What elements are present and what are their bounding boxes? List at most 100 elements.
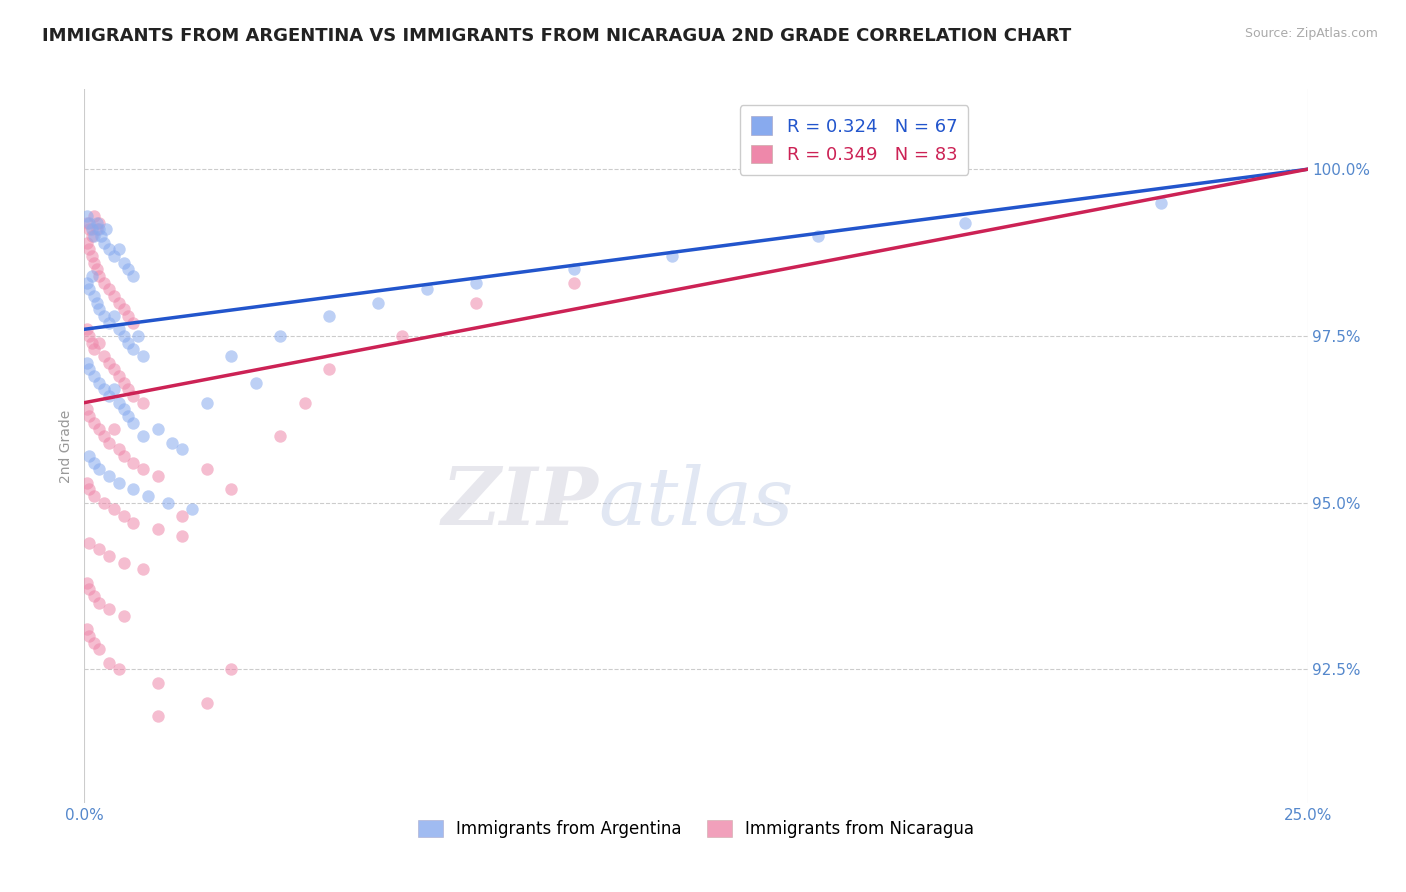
Point: [87, 335, 110, 350]
Point: [96, 222, 118, 236]
Point: [77, 216, 100, 230]
Point: [146, 469, 169, 483]
Point: [953, 216, 976, 230]
Point: [87, 422, 110, 436]
Point: [76, 402, 98, 417]
Point: [107, 242, 129, 256]
Point: [219, 349, 242, 363]
Point: [416, 282, 439, 296]
Point: [269, 329, 291, 343]
Point: [97, 656, 120, 670]
Point: [103, 382, 125, 396]
Point: [391, 329, 413, 343]
Point: [83, 456, 105, 470]
Point: [97, 469, 120, 483]
Point: [77, 483, 100, 497]
Point: [97, 389, 120, 403]
Point: [112, 376, 135, 390]
Point: [112, 302, 135, 317]
Point: [93, 382, 115, 396]
Point: [83, 489, 105, 503]
Point: [245, 376, 267, 390]
Point: [103, 362, 125, 376]
Text: Source: ZipAtlas.com: Source: ZipAtlas.com: [1244, 27, 1378, 40]
Point: [97, 356, 120, 370]
Point: [76, 235, 98, 250]
Point: [562, 276, 585, 290]
Point: [93, 309, 115, 323]
Point: [172, 442, 194, 457]
Point: [156, 496, 179, 510]
Point: [77, 582, 100, 597]
Point: [76, 276, 98, 290]
Point: [87, 268, 110, 283]
Point: [83, 289, 105, 303]
Point: [117, 382, 139, 396]
Point: [80, 268, 103, 283]
Point: [464, 295, 486, 310]
Point: [77, 242, 100, 256]
Legend: Immigrants from Argentina, Immigrants from Nicaragua: Immigrants from Argentina, Immigrants fr…: [411, 813, 981, 845]
Point: [87, 596, 110, 610]
Point: [86, 222, 108, 236]
Point: [77, 222, 100, 236]
Point: [77, 362, 100, 376]
Point: [87, 216, 110, 230]
Point: [87, 462, 110, 476]
Point: [112, 402, 135, 417]
Point: [122, 268, 145, 283]
Point: [76, 356, 98, 370]
Point: [80, 249, 103, 263]
Point: [661, 249, 683, 263]
Point: [132, 429, 155, 443]
Point: [146, 422, 169, 436]
Point: [80, 228, 103, 243]
Point: [219, 662, 242, 676]
Point: [76, 216, 98, 230]
Point: [87, 376, 110, 390]
Point: [93, 276, 115, 290]
Point: [122, 316, 145, 330]
Point: [87, 542, 110, 557]
Point: [77, 282, 100, 296]
Point: [103, 249, 125, 263]
Point: [117, 409, 139, 423]
Point: [76, 209, 98, 223]
Point: [107, 442, 129, 457]
Point: [93, 429, 115, 443]
Point: [97, 316, 120, 330]
Point: [112, 556, 135, 570]
Point: [86, 262, 108, 277]
Point: [80, 222, 103, 236]
Point: [146, 709, 169, 723]
Point: [93, 349, 115, 363]
Text: ZIP: ZIP: [441, 465, 598, 541]
Point: [86, 216, 108, 230]
Point: [97, 435, 120, 450]
Point: [77, 535, 100, 549]
Point: [103, 309, 125, 323]
Point: [83, 368, 105, 383]
Point: [807, 228, 830, 243]
Point: [318, 309, 340, 323]
Point: [195, 462, 218, 476]
Point: [172, 529, 194, 543]
Point: [294, 395, 316, 409]
Point: [195, 395, 218, 409]
Point: [269, 429, 291, 443]
Point: [132, 395, 155, 409]
Point: [93, 496, 115, 510]
Point: [83, 636, 105, 650]
Point: [112, 609, 135, 624]
Point: [103, 502, 125, 516]
Point: [181, 502, 204, 516]
Point: [107, 322, 129, 336]
Point: [122, 456, 145, 470]
Point: [162, 435, 184, 450]
Point: [122, 343, 145, 357]
Point: [107, 368, 129, 383]
Point: [117, 262, 139, 277]
Point: [86, 295, 108, 310]
Point: [90, 228, 112, 243]
Point: [122, 389, 145, 403]
